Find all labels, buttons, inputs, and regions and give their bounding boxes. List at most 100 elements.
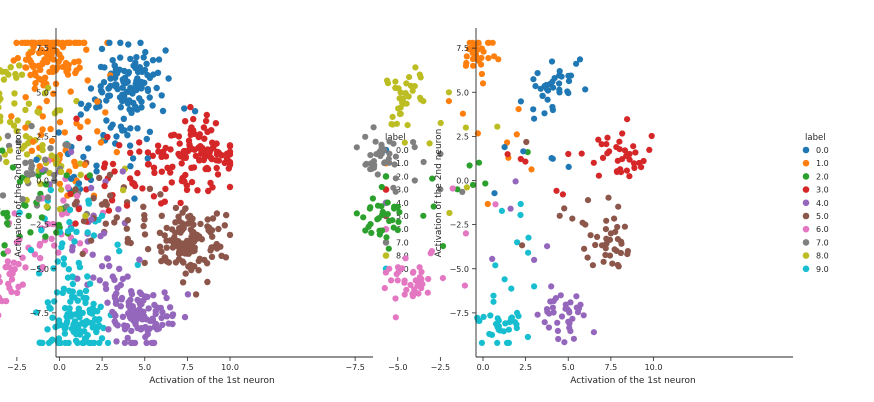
data-point [162,185,169,193]
data-point [55,129,62,136]
data-point [75,259,83,267]
data-point [221,222,228,229]
data-point [0,312,2,319]
data-point [123,225,130,232]
data-point [0,155,3,162]
data-point [151,323,158,331]
data-point [149,152,156,159]
data-point [181,313,189,321]
data-point [619,130,626,137]
data-point [437,186,444,193]
data-point [163,258,171,265]
data-point [590,159,597,166]
data-point [203,260,211,267]
data-point [13,127,20,135]
data-point [69,273,76,280]
data-point [61,304,69,312]
data-point [492,262,499,269]
x-tick-label: 0.0 [477,363,490,372]
data-point [151,301,158,309]
data-point [44,299,51,306]
data-point [55,221,63,229]
data-point [155,56,163,63]
data-point [169,320,176,328]
data-point [547,298,554,305]
data-point [132,182,139,190]
data-point [22,124,29,131]
data-point [449,185,456,192]
data-point [606,236,614,243]
data-point [57,168,65,176]
data-point [42,233,49,240]
x-tick-label: 2.5 [96,363,109,372]
data-point [199,144,206,152]
data-point [89,251,96,258]
data-point [156,229,164,236]
data-point [504,151,511,158]
data-point [548,155,555,162]
data-point [0,113,2,119]
data-point [381,285,388,292]
data-point [474,314,481,321]
data-point [223,211,230,219]
legend-label: 4.0 [816,199,829,208]
ticks-layer: −7.5 −5.0 −2.5 0.0 2.5 5.0 7.5 10.0 7.5 5.0 2.5 0.0… [345,44,662,372]
data-point [609,260,616,267]
data-point [0,147,6,154]
data-point [39,113,46,120]
data-point [27,246,35,254]
data-point [46,304,53,311]
data-point [64,71,72,78]
legend: label 0.0 1.0 2.0 3.0 4.0 5.0 6.0 7.0 8.0 9.0 [802,133,829,274]
data-point [22,159,29,166]
points-layer [353,39,655,346]
data-point [36,63,43,71]
data-point [119,186,127,194]
data-point [497,327,504,334]
data-point [97,303,104,310]
data-point [153,84,160,92]
legend-label: 2.0 [396,172,409,181]
data-point [74,275,81,282]
data-point [181,178,188,185]
data-point [530,106,537,113]
y-tick-label: −7.5 [30,309,49,318]
data-point [53,289,61,296]
data-point [163,294,170,302]
y-tick-label: −5.0 [450,265,469,274]
data-point [504,139,511,146]
data-point [517,200,524,208]
data-point [566,309,573,316]
data-point [81,39,88,46]
data-point [554,319,561,326]
data-point [4,132,12,140]
data-point [386,138,393,145]
data-point [176,140,183,147]
data-point [23,177,31,184]
data-point [534,311,541,318]
data-point [376,148,383,155]
data-point [72,69,79,77]
data-point [392,84,399,91]
data-point [437,150,444,158]
data-point [507,205,514,212]
y-tick-label: 5.0 [456,88,469,97]
data-point [157,191,164,198]
data-point [162,47,169,54]
legend-label: 4.0 [396,199,409,208]
data-point [543,306,551,313]
data-point [59,39,66,46]
data-point [392,188,399,195]
y-tick-label: 7.5 [36,44,49,53]
data-point [13,239,21,246]
data-point [353,210,360,217]
data-point [37,254,44,262]
data-point [428,248,435,255]
data-point [80,217,88,225]
data-point [32,80,39,87]
data-point [28,162,36,170]
data-point [531,256,538,263]
data-point [203,111,210,119]
data-point [31,251,39,258]
data-point [565,150,572,158]
